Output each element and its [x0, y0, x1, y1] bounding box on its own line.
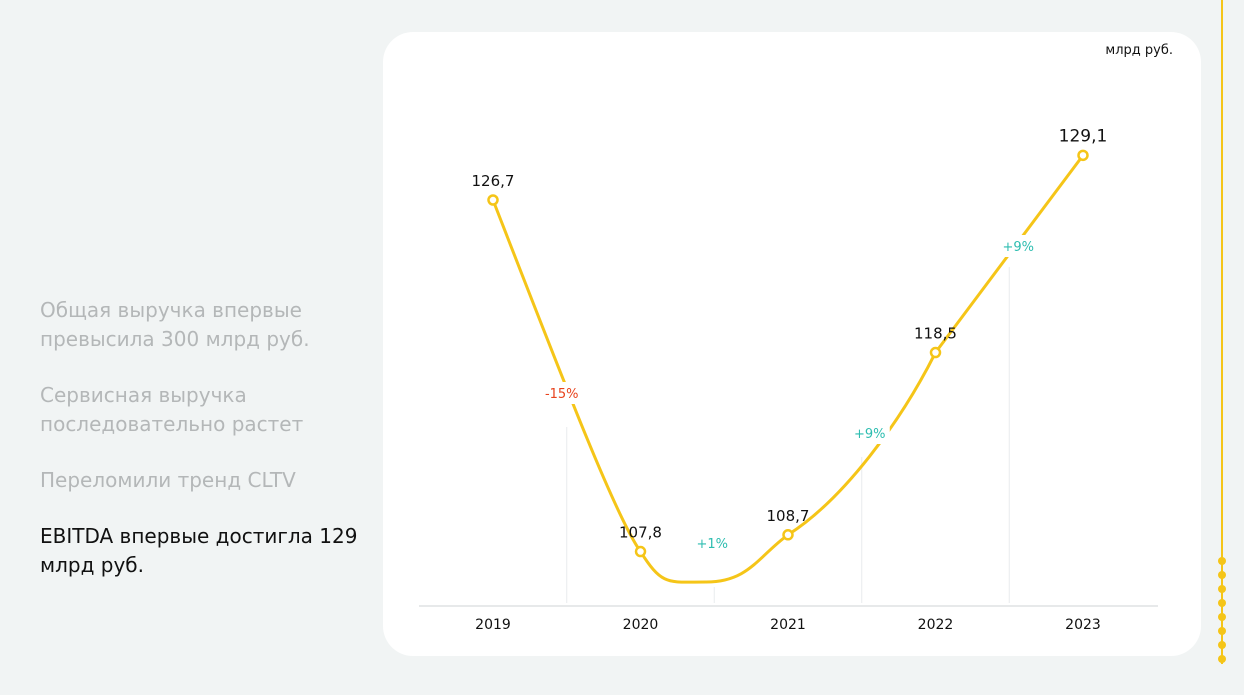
highlight-item[interactable]: Сервисная выручка последовательно растет [40, 383, 304, 436]
pager-dot[interactable] [1218, 655, 1226, 663]
value-label: 108,7 [767, 507, 810, 525]
pager-dot[interactable] [1218, 641, 1226, 649]
change-label: +9% [1002, 240, 1034, 255]
change-label-bg [541, 382, 582, 404]
data-point [634, 545, 647, 558]
pager-dot[interactable] [1218, 627, 1226, 635]
data-point [1077, 149, 1089, 162]
change-label-bg [692, 532, 733, 554]
value-label: 129,1 [1059, 126, 1108, 146]
highlight-item[interactable]: EBITDA впервые достигла 129 млрд руб. [40, 524, 358, 577]
x-tick-label: 2021 [770, 617, 806, 633]
value-label: 118,5 [914, 325, 957, 343]
pager-dot[interactable] [1218, 599, 1226, 607]
change-label: +9% [854, 427, 886, 442]
change-label-bg [849, 422, 890, 444]
pager-dot[interactable] [1218, 585, 1226, 593]
highlight-item[interactable]: Переломили тренд CLTV [40, 468, 296, 492]
x-tick-label: 2019 [475, 617, 511, 633]
x-tick-label: 2023 [1065, 617, 1101, 633]
value-label: 126,7 [472, 172, 515, 190]
change-label-bg [998, 235, 1039, 257]
pager-dot[interactable] [1218, 571, 1226, 579]
x-tick-label: 2022 [918, 617, 954, 633]
pager-dot[interactable] [1218, 557, 1226, 565]
chart-card: млрд руб. -15% +1% +9% +9% 126,7 2019 107,8 202… [383, 32, 1201, 656]
data-point [929, 346, 942, 359]
data-point [782, 529, 794, 541]
pager-dot[interactable] [1218, 613, 1226, 621]
progress-rail [1221, 0, 1223, 664]
x-tick-label: 2020 [623, 617, 659, 633]
unit-label: млрд руб. [1105, 43, 1173, 58]
value-label: 107,8 [619, 524, 662, 542]
change-label: +1% [696, 537, 728, 552]
highlights-list: Общая выручка впервые превысила 300 млрд… [40, 296, 360, 607]
highlight-item[interactable]: Общая выручка впервые превысила 300 млрд… [40, 298, 310, 351]
change-label: -15% [545, 387, 579, 402]
series-line [491, 153, 1085, 584]
slide-pager [1218, 557, 1226, 669]
ebitda-line-chart: -15% +1% +9% +9% 126,7 2019 107,8 2020 108,7 2021… [419, 126, 1158, 633]
data-point [487, 194, 499, 206]
